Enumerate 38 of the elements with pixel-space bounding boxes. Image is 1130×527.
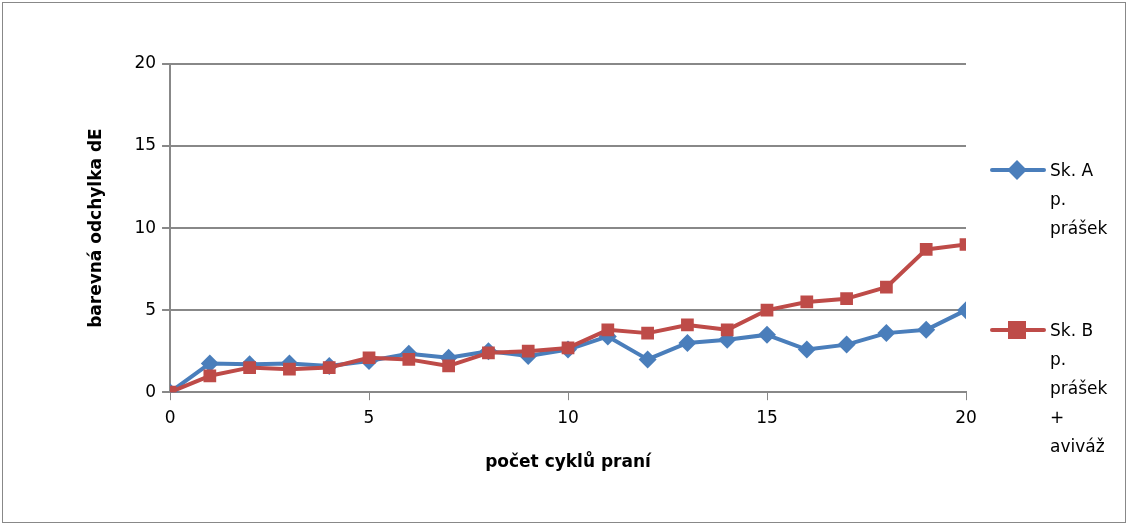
point	[919, 243, 933, 256]
point	[678, 333, 697, 352]
y-tick-label: 10	[134, 216, 157, 237]
point	[243, 361, 256, 374]
x-tick-label: 10	[557, 406, 579, 427]
point	[877, 324, 896, 343]
y-tick-label: 20	[134, 52, 157, 73]
point	[797, 340, 816, 359]
point	[800, 295, 814, 309]
point	[880, 280, 893, 294]
x-tick-label: 0	[164, 406, 176, 427]
point	[641, 326, 654, 340]
point	[760, 303, 774, 317]
point	[758, 325, 777, 344]
point	[283, 362, 296, 376]
point	[840, 292, 853, 306]
x-tick-label: 15	[756, 406, 778, 427]
y-tick-label: 0	[145, 380, 157, 401]
x-tick-label: 20	[955, 406, 977, 427]
legend-label: Sk. B p. prášek + aviváž	[1050, 319, 1108, 458]
point	[362, 351, 376, 365]
point	[203, 369, 217, 383]
point	[521, 344, 535, 358]
point	[681, 318, 694, 332]
point	[442, 359, 455, 373]
legend-label: Sk. A p. prášek	[1050, 159, 1108, 240]
point	[720, 323, 734, 337]
y-tick-label: 5	[145, 298, 157, 319]
point	[837, 335, 856, 354]
point	[638, 350, 657, 369]
point	[917, 320, 936, 339]
x-tick-label: 5	[363, 406, 375, 427]
y-axis-title: barevná odchylka dE	[84, 128, 105, 328]
point	[601, 323, 615, 337]
y-tick-label: 15	[134, 134, 157, 155]
point	[322, 361, 336, 374]
x-axis-title: počet cyklů praní	[485, 450, 653, 472]
point	[402, 353, 416, 366]
